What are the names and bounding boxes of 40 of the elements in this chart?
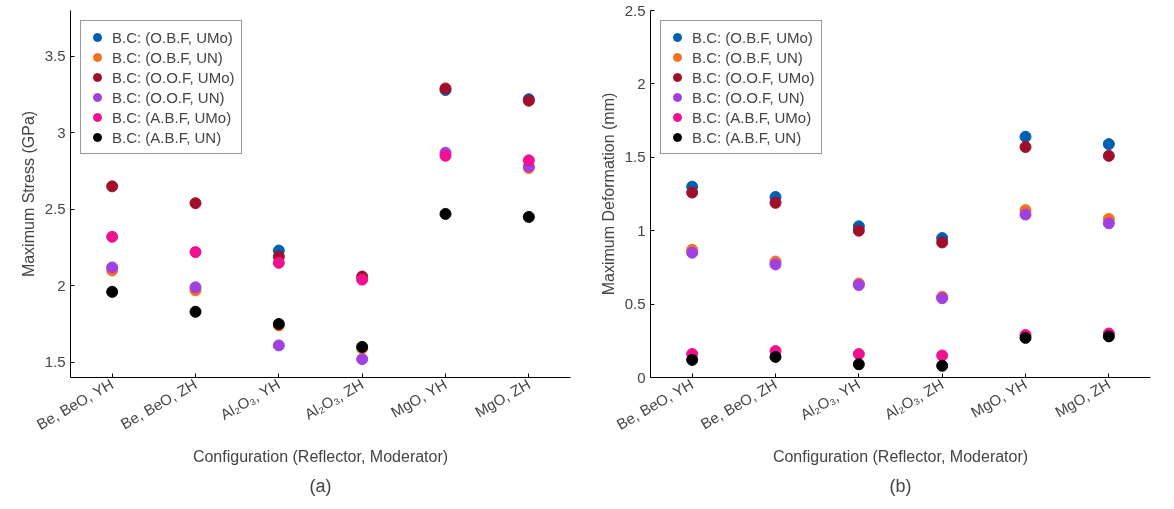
- x-tick-label: Al₂O₃, ZH: [301, 375, 367, 423]
- legend-label: B.C: (O.O.F, UN): [112, 88, 225, 106]
- y-tick-label: 1: [637, 221, 646, 239]
- x-tick-label: Be, BeO, ZH: [117, 375, 200, 433]
- y-tick-label: 3.5: [44, 47, 66, 65]
- x-axis-title: Configuration (Reflector, Moderator): [192, 448, 449, 466]
- x-tick-label: Be, BeO, YH: [33, 375, 117, 433]
- x-tick-label: MgO, YH: [387, 375, 450, 421]
- legend-label: B.C: (O.B.F, UMo): [692, 28, 813, 46]
- x-tick-label: Al₂O₃, YH: [797, 375, 863, 423]
- y-tick-label: 2: [637, 74, 646, 92]
- y-tick-label: 2: [57, 276, 66, 294]
- legend-label: B.C: (O.B.F, UMo): [112, 28, 233, 46]
- x-tick-label: MgO, ZH: [1051, 375, 1114, 421]
- y-tick-label: 1.5: [44, 353, 66, 371]
- x-axis-title: Configuration (Reflector, Moderator): [772, 448, 1029, 466]
- x-tick-label: MgO, YH: [967, 375, 1030, 421]
- legend-label: B.C: (A.B.F, UN): [692, 128, 802, 146]
- y-axis-title: Maximum Stress (GPa): [19, 110, 37, 278]
- text: (a): [309, 475, 332, 496]
- legend-label: B.C: (O.O.F, UN): [692, 88, 805, 106]
- x-tick-label: Al₂O₃, ZH: [881, 375, 947, 423]
- x-tick-label: Be, BeO, ZH: [697, 375, 780, 433]
- x-tick-label: MgO, ZH: [471, 375, 534, 421]
- x-tick-label: Al₂O₃, YH: [217, 375, 283, 423]
- legend-label: B.C: (O.B.F, UN): [112, 48, 223, 66]
- legend-label: B.C: (O.B.F, UN): [692, 48, 803, 66]
- legend-label: B.C: (A.B.F, UMo): [112, 108, 232, 126]
- legend-label: B.C: (A.B.F, UN): [112, 128, 222, 146]
- y-tick-label: 1.5: [624, 148, 646, 166]
- legend-label: B.C: (A.B.F, UMo): [692, 108, 812, 126]
- text: (b): [889, 475, 912, 496]
- y-tick-label: 2.5: [624, 1, 646, 19]
- legend-label: B.C: (O.O.F, UMo): [112, 68, 235, 86]
- y-tick-label: 3: [57, 123, 66, 141]
- y-axis-title: Maximum Deformation (mm): [599, 92, 617, 296]
- y-tick-label: 0: [637, 368, 646, 386]
- y-tick-label: 2.5: [44, 200, 66, 218]
- y-tick-label: 0.5: [624, 295, 646, 313]
- legend-label: B.C: (O.O.F, UMo): [692, 68, 815, 86]
